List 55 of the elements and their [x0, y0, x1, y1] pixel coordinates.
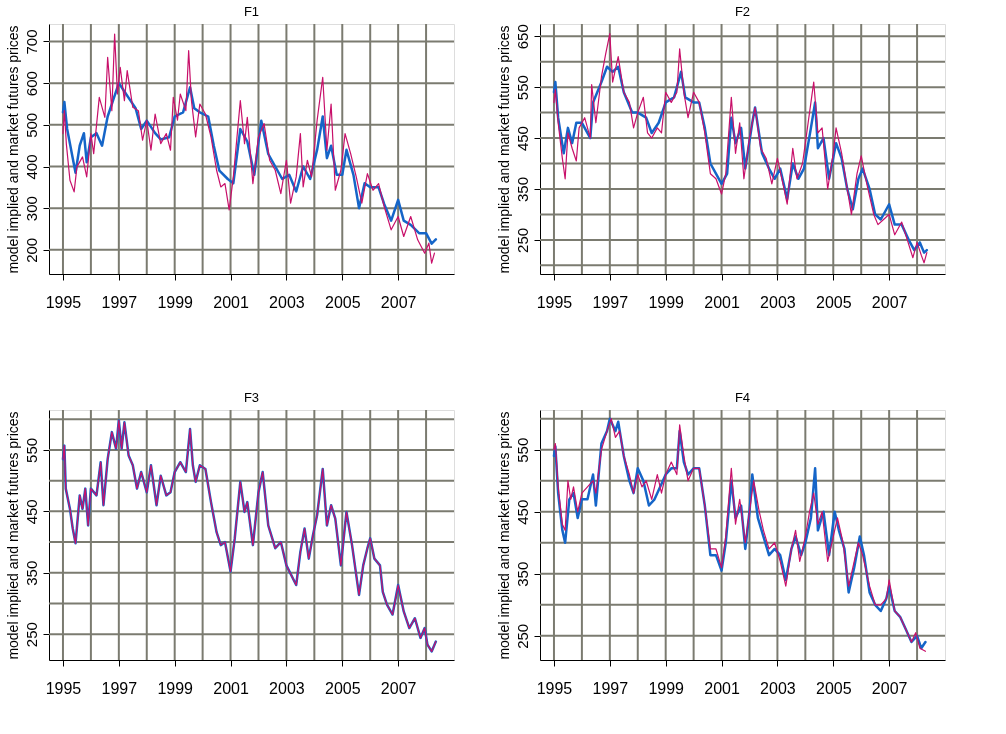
y-tick-label: 450: [513, 499, 531, 525]
y-tick-label: 250: [22, 622, 40, 648]
x-tick-label: 1999: [157, 679, 194, 697]
y-axis-title: model implied and market futures prices: [4, 25, 21, 274]
x-tick-label: 1997: [101, 679, 138, 697]
x-tick-label: 2005: [815, 679, 852, 697]
y-axis-title: model implied and market futures prices: [4, 411, 21, 660]
x-tick-label: 1997: [592, 293, 629, 311]
y-tick-label: 250: [513, 227, 531, 253]
x-tick-label: 1999: [648, 679, 685, 697]
y-axis-title: model implied and market futures prices: [495, 25, 512, 274]
x-tick-label: 2005: [815, 293, 852, 311]
y-tick-label: 350: [513, 176, 531, 202]
y-tick-label: 450: [513, 126, 531, 152]
chart-title: F4: [734, 390, 751, 405]
y-tick-label: 550: [22, 437, 40, 463]
x-tick-label: 2005: [324, 679, 361, 697]
y-tick-label: 400: [22, 154, 40, 180]
x-tick-label: 2005: [324, 293, 361, 311]
x-tick-label: 2003: [269, 679, 305, 697]
y-tick-label: 350: [513, 561, 531, 587]
chart-title: F1: [243, 4, 260, 19]
x-tick-label: 2001: [213, 679, 249, 697]
x-tick-label: 1999: [648, 293, 685, 311]
x-tick-label: 2001: [213, 293, 249, 311]
chart-title: F2: [734, 4, 751, 19]
y-tick-label: 500: [22, 112, 40, 138]
chart-title: F3: [243, 390, 260, 405]
y-tick-label: 200: [22, 237, 40, 263]
x-tick-label: 1995: [536, 679, 573, 697]
x-tick-label: 1995: [45, 293, 82, 311]
x-tick-label: 2001: [704, 679, 740, 697]
y-axis-title: model implied and market futures prices: [495, 411, 512, 660]
x-tick-label: 1999: [157, 293, 194, 311]
x-tick-label: 2007: [871, 679, 908, 697]
x-tick-label: 2001: [704, 293, 740, 311]
x-tick-label: 1995: [536, 293, 573, 311]
y-tick-label: 550: [513, 437, 531, 463]
y-tick-label: 700: [22, 29, 40, 55]
y-tick-label: 450: [22, 499, 40, 525]
x-tick-label: 2007: [380, 679, 417, 697]
y-tick-label: 250: [513, 623, 531, 649]
y-tick-label: 350: [22, 560, 40, 586]
y-tick-label: 600: [22, 71, 40, 97]
x-tick-label: 2003: [760, 293, 796, 311]
x-tick-label: 2007: [380, 293, 417, 311]
y-tick-label: 650: [513, 24, 531, 50]
x-tick-label: 2003: [269, 293, 305, 311]
x-tick-label: 1997: [592, 679, 629, 697]
y-tick-label: 550: [513, 75, 531, 101]
y-tick-label: 300: [22, 196, 40, 222]
x-tick-label: 2003: [760, 679, 796, 697]
x-tick-label: 2007: [871, 293, 908, 311]
x-tick-label: 1995: [45, 679, 82, 697]
x-tick-label: 1997: [101, 293, 138, 311]
